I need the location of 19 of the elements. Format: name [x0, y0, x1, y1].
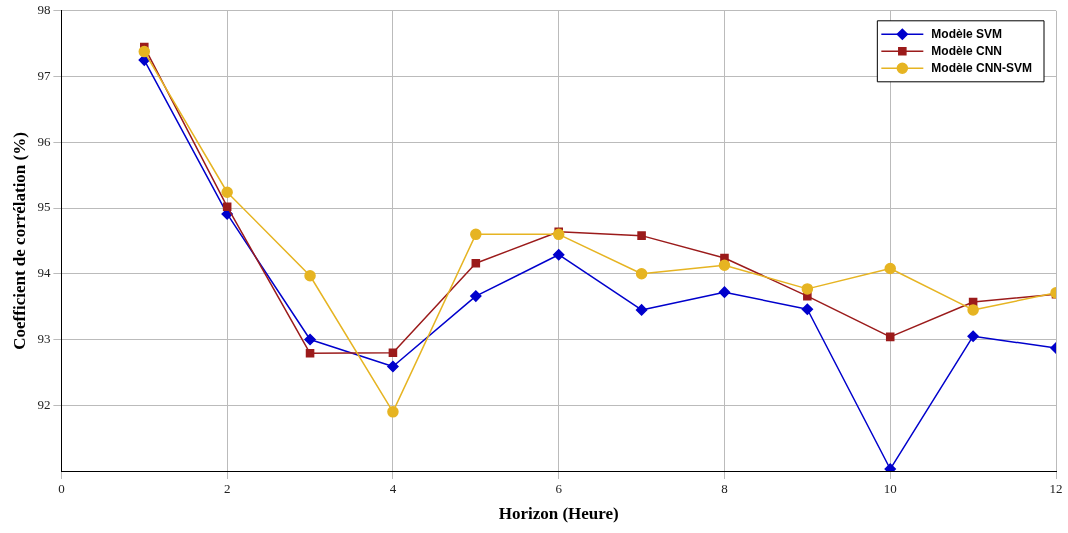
legend-label: Modèle CNN-SVM	[931, 60, 1032, 75]
y-axis-title: Coefficient de corrélation (%)	[9, 132, 29, 350]
y-tick-label: 95	[37, 199, 51, 215]
legend-label: Modèle SVM	[931, 26, 1003, 41]
y-tick-label: 97	[37, 67, 51, 83]
y-tick-label: 92	[37, 396, 51, 412]
legend-label: Modèle CNN	[931, 43, 1002, 58]
x-axis-title: Horizon (Heure)	[498, 504, 619, 524]
x-tick-label: 10	[883, 481, 897, 497]
y-tick-label: 98	[37, 2, 51, 18]
x-tick-label: 4	[389, 481, 397, 497]
y-tick-label: 93	[37, 330, 51, 346]
x-tick-label: 12	[1049, 481, 1063, 497]
x-tick-label: 8	[721, 481, 728, 497]
x-tick-label: 0	[58, 481, 65, 497]
x-tick-label: 6	[555, 481, 563, 497]
y-tick-label: 94	[37, 265, 51, 281]
x-tick-label: 2	[223, 481, 231, 497]
y-tick-label: 96	[37, 133, 51, 149]
